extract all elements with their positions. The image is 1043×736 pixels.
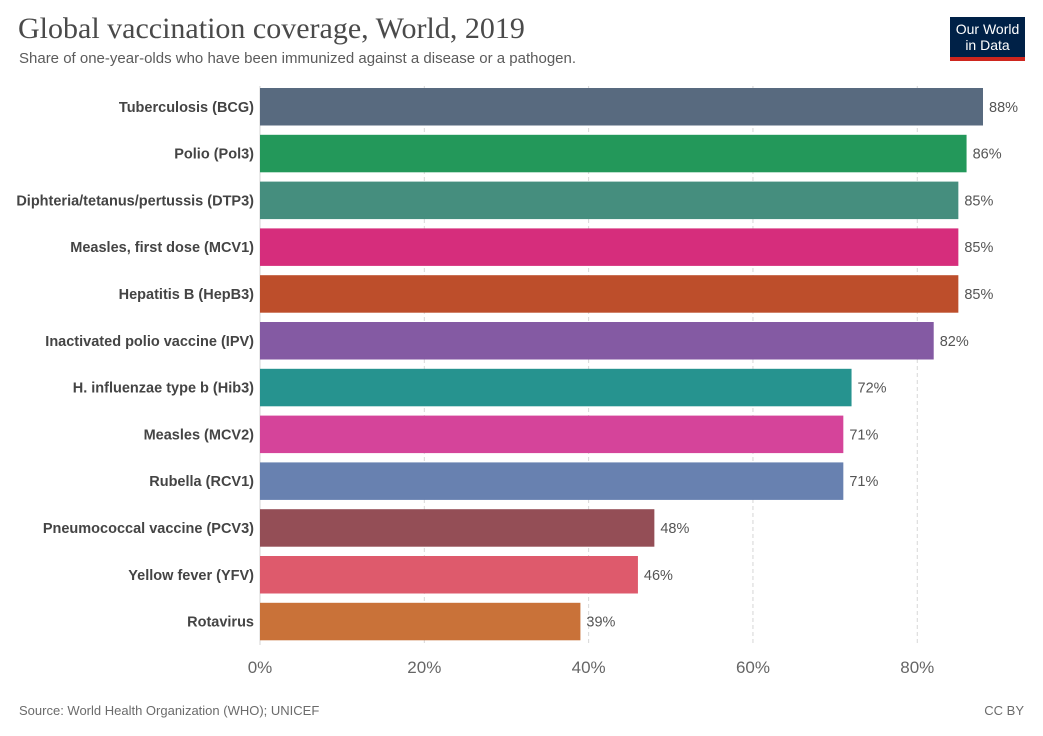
value-label: 71%: [849, 427, 878, 443]
bars: [260, 88, 983, 641]
category-label: Hepatitis B (HepB3): [119, 287, 255, 303]
x-tick-label: 20%: [407, 658, 441, 677]
x-tick-label: 60%: [736, 658, 770, 677]
x-axis-ticks: 0% 20% 40% 60% 80%: [248, 658, 935, 677]
category-label: Measles, first dose (MCV1): [70, 240, 254, 256]
category-label: Diphteria/tetanus/pertussis (DTP3): [16, 193, 254, 209]
bar[interactable]: [260, 509, 655, 547]
bar[interactable]: [260, 602, 581, 641]
value-label: 48%: [660, 521, 689, 537]
bar[interactable]: [260, 415, 844, 454]
owid-logo[interactable]: Our World in Data: [950, 17, 1025, 61]
x-tick-label: 80%: [900, 658, 934, 677]
category-label: Inactivated polio vaccine (IPV): [45, 334, 254, 350]
category-label: H. influenzae type b (Hib3): [73, 381, 254, 397]
value-label: 85%: [964, 240, 993, 256]
value-label: 82%: [940, 334, 969, 350]
bar[interactable]: [260, 368, 852, 407]
logo-line-1: Our World: [955, 21, 1020, 37]
logo-line-2: in Data: [965, 37, 1010, 53]
bar[interactable]: [260, 322, 934, 360]
value-label: 88%: [989, 100, 1018, 116]
x-tick-label: 0%: [248, 658, 273, 677]
x-tick-label: 40%: [572, 658, 606, 677]
chart-title: Global vaccination coverage, World, 2019: [18, 12, 525, 45]
bar[interactable]: [260, 462, 844, 500]
bar[interactable]: [260, 181, 959, 220]
chart-subtitle: Share of one-year-olds who have been imm…: [19, 50, 577, 67]
value-label: 85%: [964, 193, 993, 209]
license-link[interactable]: CC BY: [984, 703, 1024, 718]
bar[interactable]: [260, 275, 959, 313]
bar[interactable]: [260, 88, 983, 126]
bar[interactable]: [260, 134, 967, 173]
value-label: 39%: [586, 615, 615, 631]
value-label: 46%: [644, 568, 673, 584]
category-label: Yellow fever (YFV): [128, 568, 254, 584]
category-label: Rubella (RCV1): [149, 474, 254, 490]
category-labels: Tuberculosis (BCG) Polio (Pol3) Diphteria/…: [16, 100, 254, 631]
grid-lines: [259, 86, 918, 645]
value-label: 72%: [858, 381, 887, 397]
bar[interactable]: [260, 228, 959, 266]
category-label: Rotavirus: [187, 615, 254, 631]
category-label: Measles (MCV2): [144, 427, 255, 443]
source-note[interactable]: Source: World Health Organization (WHO);…: [19, 703, 320, 718]
bar[interactable]: [260, 556, 638, 594]
category-label: Pneumococcal vaccine (PCV3): [43, 521, 254, 537]
category-label: Polio (Pol3): [174, 147, 254, 163]
value-labels: 88% 86% 85% 85% 85% 82% 72% 71% 71% 48% 46% 39%: [586, 100, 1018, 631]
value-label: 85%: [964, 287, 993, 303]
value-label: 86%: [973, 147, 1002, 163]
value-label: 71%: [849, 474, 878, 490]
category-label: Tuberculosis (BCG): [119, 100, 254, 116]
